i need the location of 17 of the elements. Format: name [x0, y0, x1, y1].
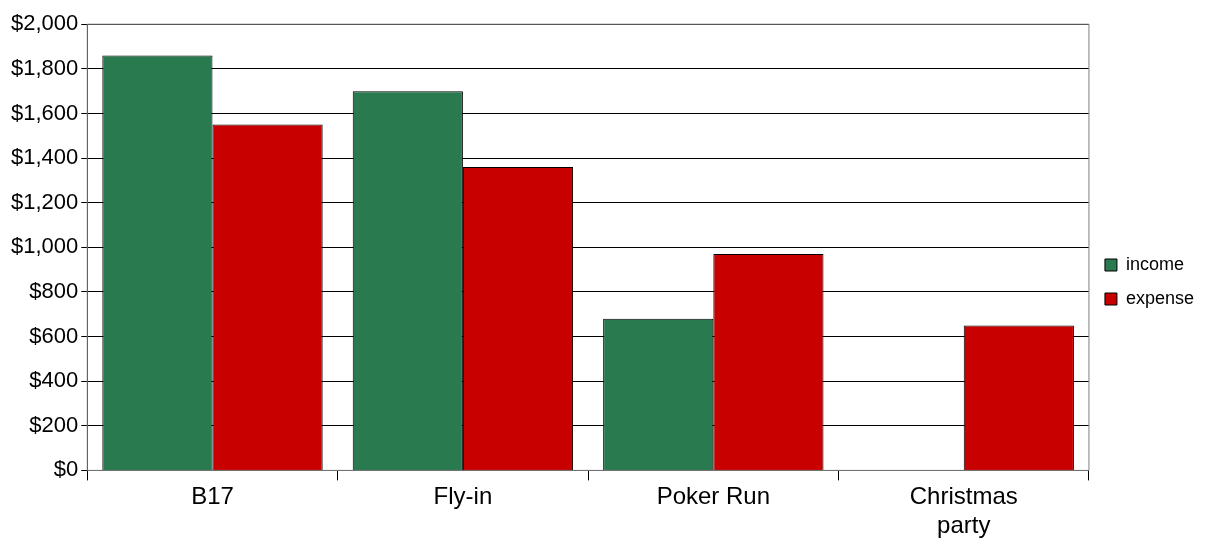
y-tick-label: $2,000: [10, 10, 79, 36]
y-tick-label: $0: [53, 456, 79, 482]
legend-label: expense: [1125, 287, 1195, 308]
y-tick-label: $1,600: [10, 99, 79, 125]
y-tick-label: $400: [29, 367, 79, 393]
y-tick-label: $800: [29, 277, 79, 303]
y-tick-label: $1,400: [10, 144, 79, 170]
y-tick-label: $1,000: [10, 233, 79, 259]
x-tick-label: Christmas party: [909, 482, 1018, 539]
x-tick-label: Poker Run: [656, 482, 771, 510]
x-tick-label: B17: [191, 482, 234, 510]
y-tick-label: $1,200: [10, 188, 79, 214]
legend-label: income: [1125, 253, 1184, 274]
y-tick-label: $200: [29, 411, 79, 437]
y-tick-label: $600: [29, 322, 79, 348]
y-tick-label: $1,800: [10, 54, 79, 80]
x-tick-label: Fly-in: [433, 482, 493, 510]
